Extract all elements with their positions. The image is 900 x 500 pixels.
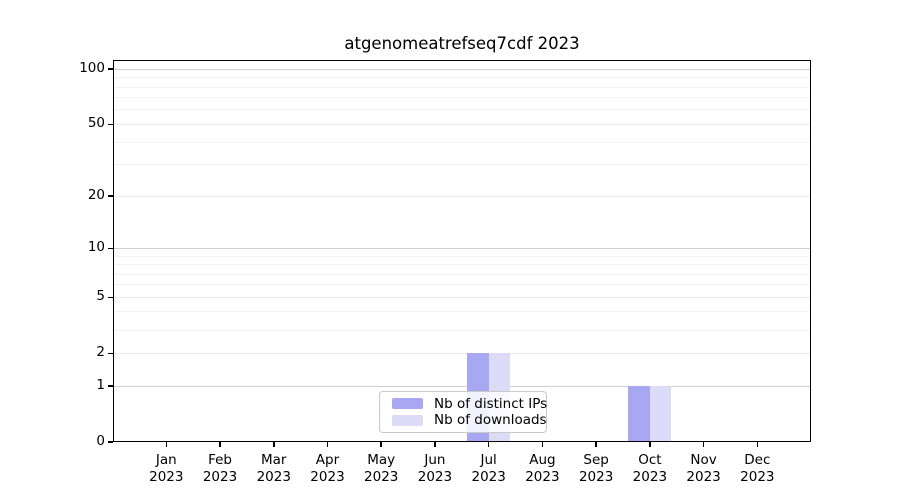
y-gridline-minor bbox=[113, 141, 811, 143]
y-gridline-minor bbox=[113, 255, 811, 257]
y-gridline-minor bbox=[113, 164, 811, 166]
y-gridline-major bbox=[113, 247, 811, 249]
x-tick-mark bbox=[649, 442, 651, 447]
x-tick-mark bbox=[595, 442, 597, 447]
y-tick-label: 50 bbox=[87, 115, 105, 132]
y-tick-mark bbox=[108, 247, 113, 250]
y-gridline-major bbox=[113, 385, 811, 387]
y-gridline-minor bbox=[113, 264, 811, 265]
x-tick-mark bbox=[434, 442, 436, 447]
y-tick-label: 20 bbox=[87, 187, 105, 204]
legend-label-distinct-ips: Nb of distinct IPs bbox=[434, 395, 548, 412]
y-tick-mark bbox=[108, 296, 113, 298]
y-gridline-mid bbox=[113, 195, 811, 197]
x-tick-mark bbox=[541, 442, 544, 447]
y-tick-label: 2 bbox=[96, 344, 105, 361]
y-tick-label: 100 bbox=[79, 60, 105, 77]
x-tick-mark bbox=[487, 442, 490, 447]
legend-item-distinct-ips: Nb of distinct IPs bbox=[392, 396, 547, 412]
y-tick-label: 1 bbox=[96, 377, 105, 393]
y-tick-mark bbox=[108, 195, 113, 197]
x-tick-label: Dec 2023 bbox=[740, 452, 775, 485]
legend-label-downloads: Nb of downloads bbox=[434, 412, 547, 429]
y-tick-mark bbox=[108, 123, 113, 126]
y-gridline-mid bbox=[113, 352, 811, 354]
legend-swatch-distinct-ips bbox=[392, 398, 423, 410]
y-gridline-minor bbox=[113, 329, 811, 331]
y-tick-label: 5 bbox=[96, 288, 105, 305]
y-gridline-mid bbox=[113, 123, 811, 125]
x-tick-label: Feb 2023 bbox=[202, 452, 238, 485]
y-gridline-minor bbox=[113, 77, 811, 79]
x-tick-mark bbox=[380, 442, 382, 447]
x-tick-label: Oct 2023 bbox=[632, 452, 668, 485]
x-tick-label: Jun 2023 bbox=[417, 452, 453, 485]
x-tick-label: Jul 2023 bbox=[471, 452, 506, 485]
y-tick-label: 10 bbox=[87, 239, 105, 256]
y-tick-label: 0 bbox=[96, 433, 105, 449]
x-tick-mark bbox=[702, 442, 705, 447]
legend-swatch-downloads bbox=[392, 414, 423, 426]
x-tick-label: Apr 2023 bbox=[310, 452, 345, 485]
chart-title: atgenomeatrefseq7cdf 2023 bbox=[344, 34, 580, 53]
x-tick-mark bbox=[756, 442, 759, 447]
bar-downloads bbox=[649, 386, 672, 442]
y-gridline-minor bbox=[113, 97, 811, 99]
y-tick-mark bbox=[108, 68, 113, 70]
y-gridline-minor bbox=[113, 284, 811, 286]
y-gridline-minor bbox=[113, 109, 811, 111]
x-tick-label: May 2023 bbox=[364, 452, 399, 485]
y-tick-mark bbox=[108, 352, 113, 354]
x-tick-label: Jan 2023 bbox=[149, 452, 184, 485]
x-tick-label: Aug 2023 bbox=[525, 452, 560, 485]
plot-area bbox=[113, 60, 811, 442]
x-tick-mark bbox=[165, 442, 168, 447]
y-gridline-major bbox=[113, 68, 811, 70]
x-tick-label: Sep 2023 bbox=[578, 452, 614, 485]
legend-item-downloads: Nb of downloads bbox=[392, 412, 547, 428]
x-tick-mark bbox=[273, 442, 275, 447]
x-tick-mark bbox=[219, 442, 221, 447]
y-gridline-minor bbox=[113, 273, 811, 275]
y-gridline-minor bbox=[113, 311, 811, 313]
bar-distinct-ips bbox=[628, 386, 650, 442]
y-tick-mark bbox=[108, 385, 113, 387]
x-tick-label: Mar 2023 bbox=[256, 452, 291, 485]
y-gridline-minor bbox=[113, 86, 811, 88]
y-gridline-mid bbox=[113, 296, 811, 298]
y-tick-mark bbox=[108, 441, 113, 443]
legend: Nb of distinct IPs Nb of downloads bbox=[379, 391, 547, 433]
x-tick-mark bbox=[326, 442, 329, 447]
x-tick-label: Nov 2023 bbox=[686, 452, 721, 485]
